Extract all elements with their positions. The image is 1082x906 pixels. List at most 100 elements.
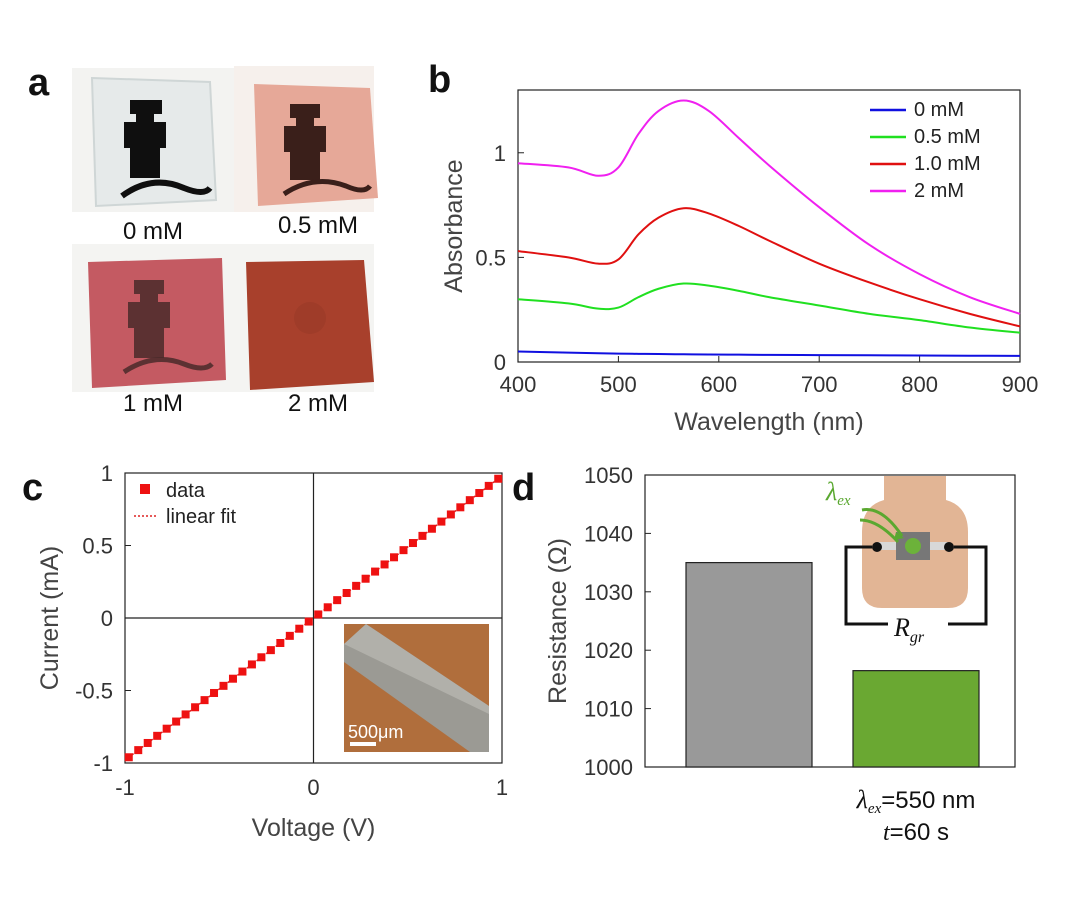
data-point-c [408, 539, 417, 548]
series-line-b-0 [517, 350, 1021, 357]
sample-label-0: 0 mM [123, 218, 183, 245]
data-point-c [371, 567, 380, 576]
y-tick-label-b: 0.5 [475, 245, 506, 270]
light-ray-1 [861, 508, 904, 537]
data-point-c [465, 496, 474, 505]
data-point-c [238, 667, 247, 676]
legend-label-fit: linear fit [166, 506, 236, 528]
data-point-c [276, 638, 285, 647]
arrow-head [894, 532, 904, 540]
legend-label-b-1: 0.5 mM [914, 126, 981, 148]
data-point-c [153, 731, 162, 740]
data-point-c [418, 531, 427, 540]
sample-photo-0mM [72, 68, 234, 212]
plot-frame-b [517, 89, 1021, 363]
x-tick-label-b: 500 [600, 372, 637, 397]
y-tick-label-c: 0 [101, 606, 113, 631]
data-point-c [427, 524, 436, 533]
inset-micrograph: 500μm [344, 624, 489, 752]
caption-time: t=60 s [883, 819, 949, 846]
data-point-c [342, 589, 351, 598]
inset-lambda-label: λex [825, 477, 851, 509]
resistance-chart: 1000 1010 1020 1030 1040 1050 Resistance (Ω) λe… [544, 463, 1016, 846]
data-point-c [162, 724, 171, 733]
data-point-c [304, 617, 313, 626]
panel-label-a: a [28, 62, 50, 104]
legend-label-data: data [166, 480, 206, 502]
y-tick-label-b: 0 [494, 350, 506, 375]
iv-chart: -1 0 1 -1 -0.5 0 0.5 1 Voltage (V) Current (mA) da… [36, 461, 508, 842]
data-point-c [314, 610, 323, 619]
y-tick-label-d: 1050 [584, 463, 633, 488]
data-point-c [266, 646, 275, 655]
panel-label-d: d [512, 467, 535, 509]
legend-label-b-2: 1.0 mM [914, 153, 981, 175]
x-tick-label-b: 900 [1002, 372, 1039, 397]
inset-resistor-label: Rgr [893, 613, 925, 646]
y-axis-label-d: Resistance (Ω) [544, 538, 572, 704]
data-point-c [399, 546, 408, 555]
x-tick-label-c: 1 [496, 775, 508, 800]
data-point-c [134, 746, 143, 755]
y-tick-label-d: 1020 [584, 638, 633, 663]
data-point-c [456, 503, 465, 512]
panel-label-c: c [22, 467, 43, 509]
electrode-right [930, 542, 948, 550]
plot-frame-d [644, 474, 1016, 768]
data-point-c [295, 624, 304, 633]
data-point-c [446, 510, 455, 519]
y-tick-label-c: 1 [101, 461, 113, 486]
data-point-c [323, 603, 332, 612]
inset-scale-label: 500μm [348, 722, 403, 742]
y-tick-label-d: 1030 [584, 580, 633, 605]
data-point-c [247, 660, 256, 669]
y-tick-label-d: 1040 [584, 521, 633, 546]
data-point-c [257, 653, 266, 662]
y-axis-label-b: Absorbance [440, 159, 468, 292]
legend-marker-data [140, 484, 150, 494]
sample-label-1: 1 mM [123, 390, 183, 417]
data-point-c [333, 596, 342, 605]
data-point-c [200, 696, 209, 705]
legend-label-b-3: 2 mM [914, 180, 964, 202]
bar-0 [685, 561, 813, 768]
illumination-spot [905, 538, 921, 554]
logo-tower-05 [284, 104, 326, 180]
data-point-c [228, 674, 237, 683]
data-point-c [181, 710, 190, 719]
series-line-b-2 [517, 207, 1021, 328]
data-point-c [352, 581, 361, 590]
data-point-c [475, 489, 484, 498]
x-tick-label-b: 600 [700, 372, 737, 397]
legend-label-b-0: 0 mM [914, 99, 964, 121]
data-point-c [172, 717, 181, 726]
data-point-c [390, 553, 399, 562]
bar-1 [852, 670, 980, 768]
y-tick-label-c: -0.5 [75, 679, 113, 704]
y-tick-label-d: 1010 [584, 697, 633, 722]
terminal-right [944, 542, 954, 552]
data-point-c [494, 474, 503, 483]
fit-line-c [128, 478, 499, 758]
sample-photo-0.5mM [234, 66, 378, 212]
y-tick-label-b: 1 [494, 141, 506, 166]
sample-label-05: 0.5 mM [278, 212, 358, 239]
data-point-c [484, 481, 493, 490]
logo-tower-0 [124, 100, 166, 178]
sample-photo-1mM [72, 244, 234, 392]
y-axis-label-c: Current (mA) [36, 546, 64, 690]
device-schematic-inset: λex Rgr [825, 476, 988, 646]
data-point-c [285, 631, 294, 640]
series-line-b-3 [517, 99, 1021, 315]
x-tick-label-c: 0 [307, 775, 319, 800]
data-point-c [361, 574, 370, 583]
y-tick-label-c: 0.5 [82, 534, 113, 559]
y-tick-label-c: -1 [93, 751, 113, 776]
panel-label-b: b [428, 59, 451, 101]
x-tick-label-b: 400 [500, 372, 537, 397]
data-point-c [124, 753, 133, 762]
inset-trace-edge [344, 624, 489, 714]
data-point-c [210, 688, 219, 697]
logo-tower-1 [128, 280, 170, 358]
